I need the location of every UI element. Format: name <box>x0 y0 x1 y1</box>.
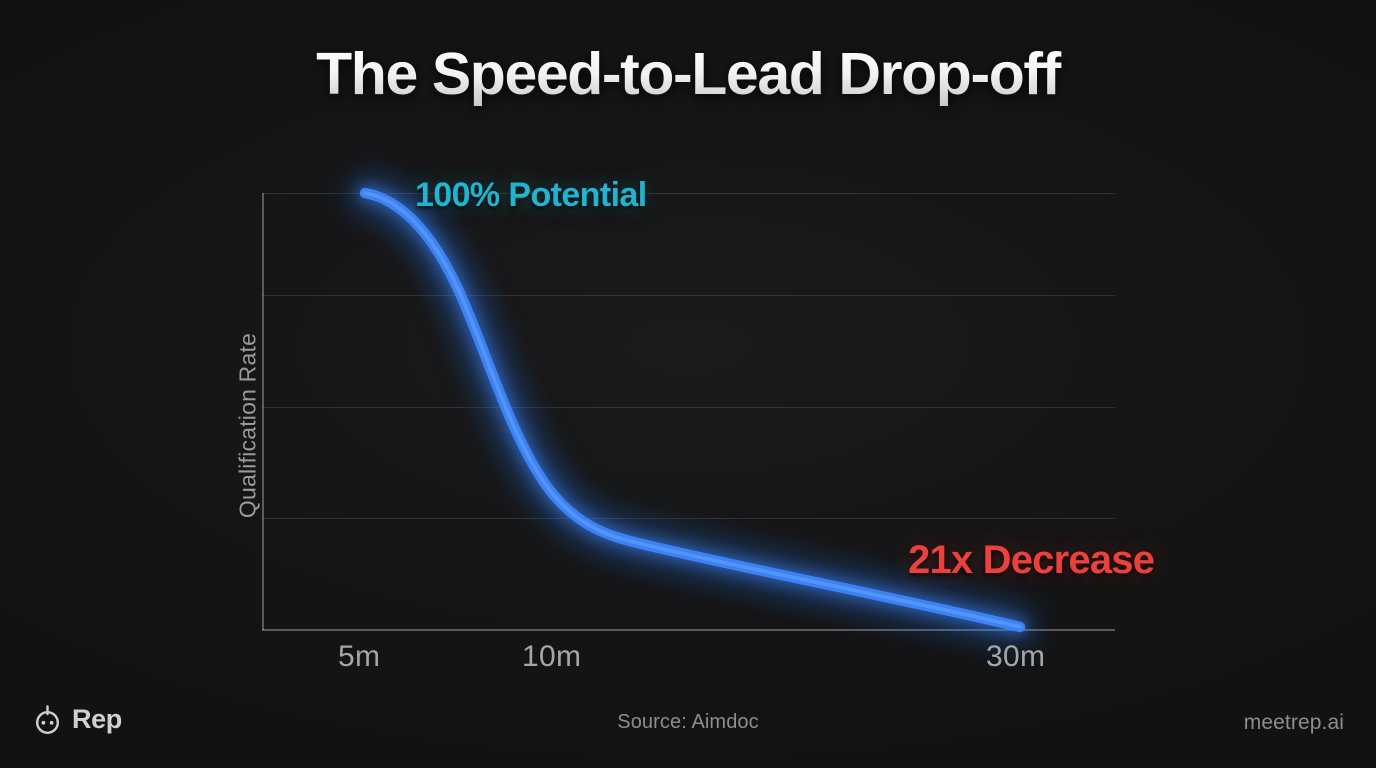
y-axis-line <box>262 193 264 630</box>
gridline-75 <box>262 295 1115 296</box>
y-axis-label: Qualification Rate <box>234 332 261 519</box>
site-url: meetrep.ai <box>1243 711 1344 734</box>
qualification-rate-curve <box>354 182 1031 638</box>
x-axis-line <box>262 629 1115 631</box>
annotation-start-label: 100% Potential <box>415 176 647 214</box>
page-title: The Speed-to-Lead Drop-off <box>0 43 1376 106</box>
source-caption: Source: Aimdoc <box>617 711 759 733</box>
annotation-end-label: 21x Decrease <box>908 538 1155 582</box>
gridline-25 <box>262 518 1115 519</box>
x-tick-30m: 30m <box>986 640 1046 673</box>
x-tick-5m: 5m <box>338 640 381 673</box>
gridline-100 <box>262 193 1115 194</box>
brand-logo: Rep <box>32 704 122 735</box>
robot-head-icon <box>35 705 60 735</box>
gridline-50 <box>262 407 1115 408</box>
x-tick-10m: 10m <box>522 640 582 673</box>
brand-name: Rep <box>72 704 122 734</box>
